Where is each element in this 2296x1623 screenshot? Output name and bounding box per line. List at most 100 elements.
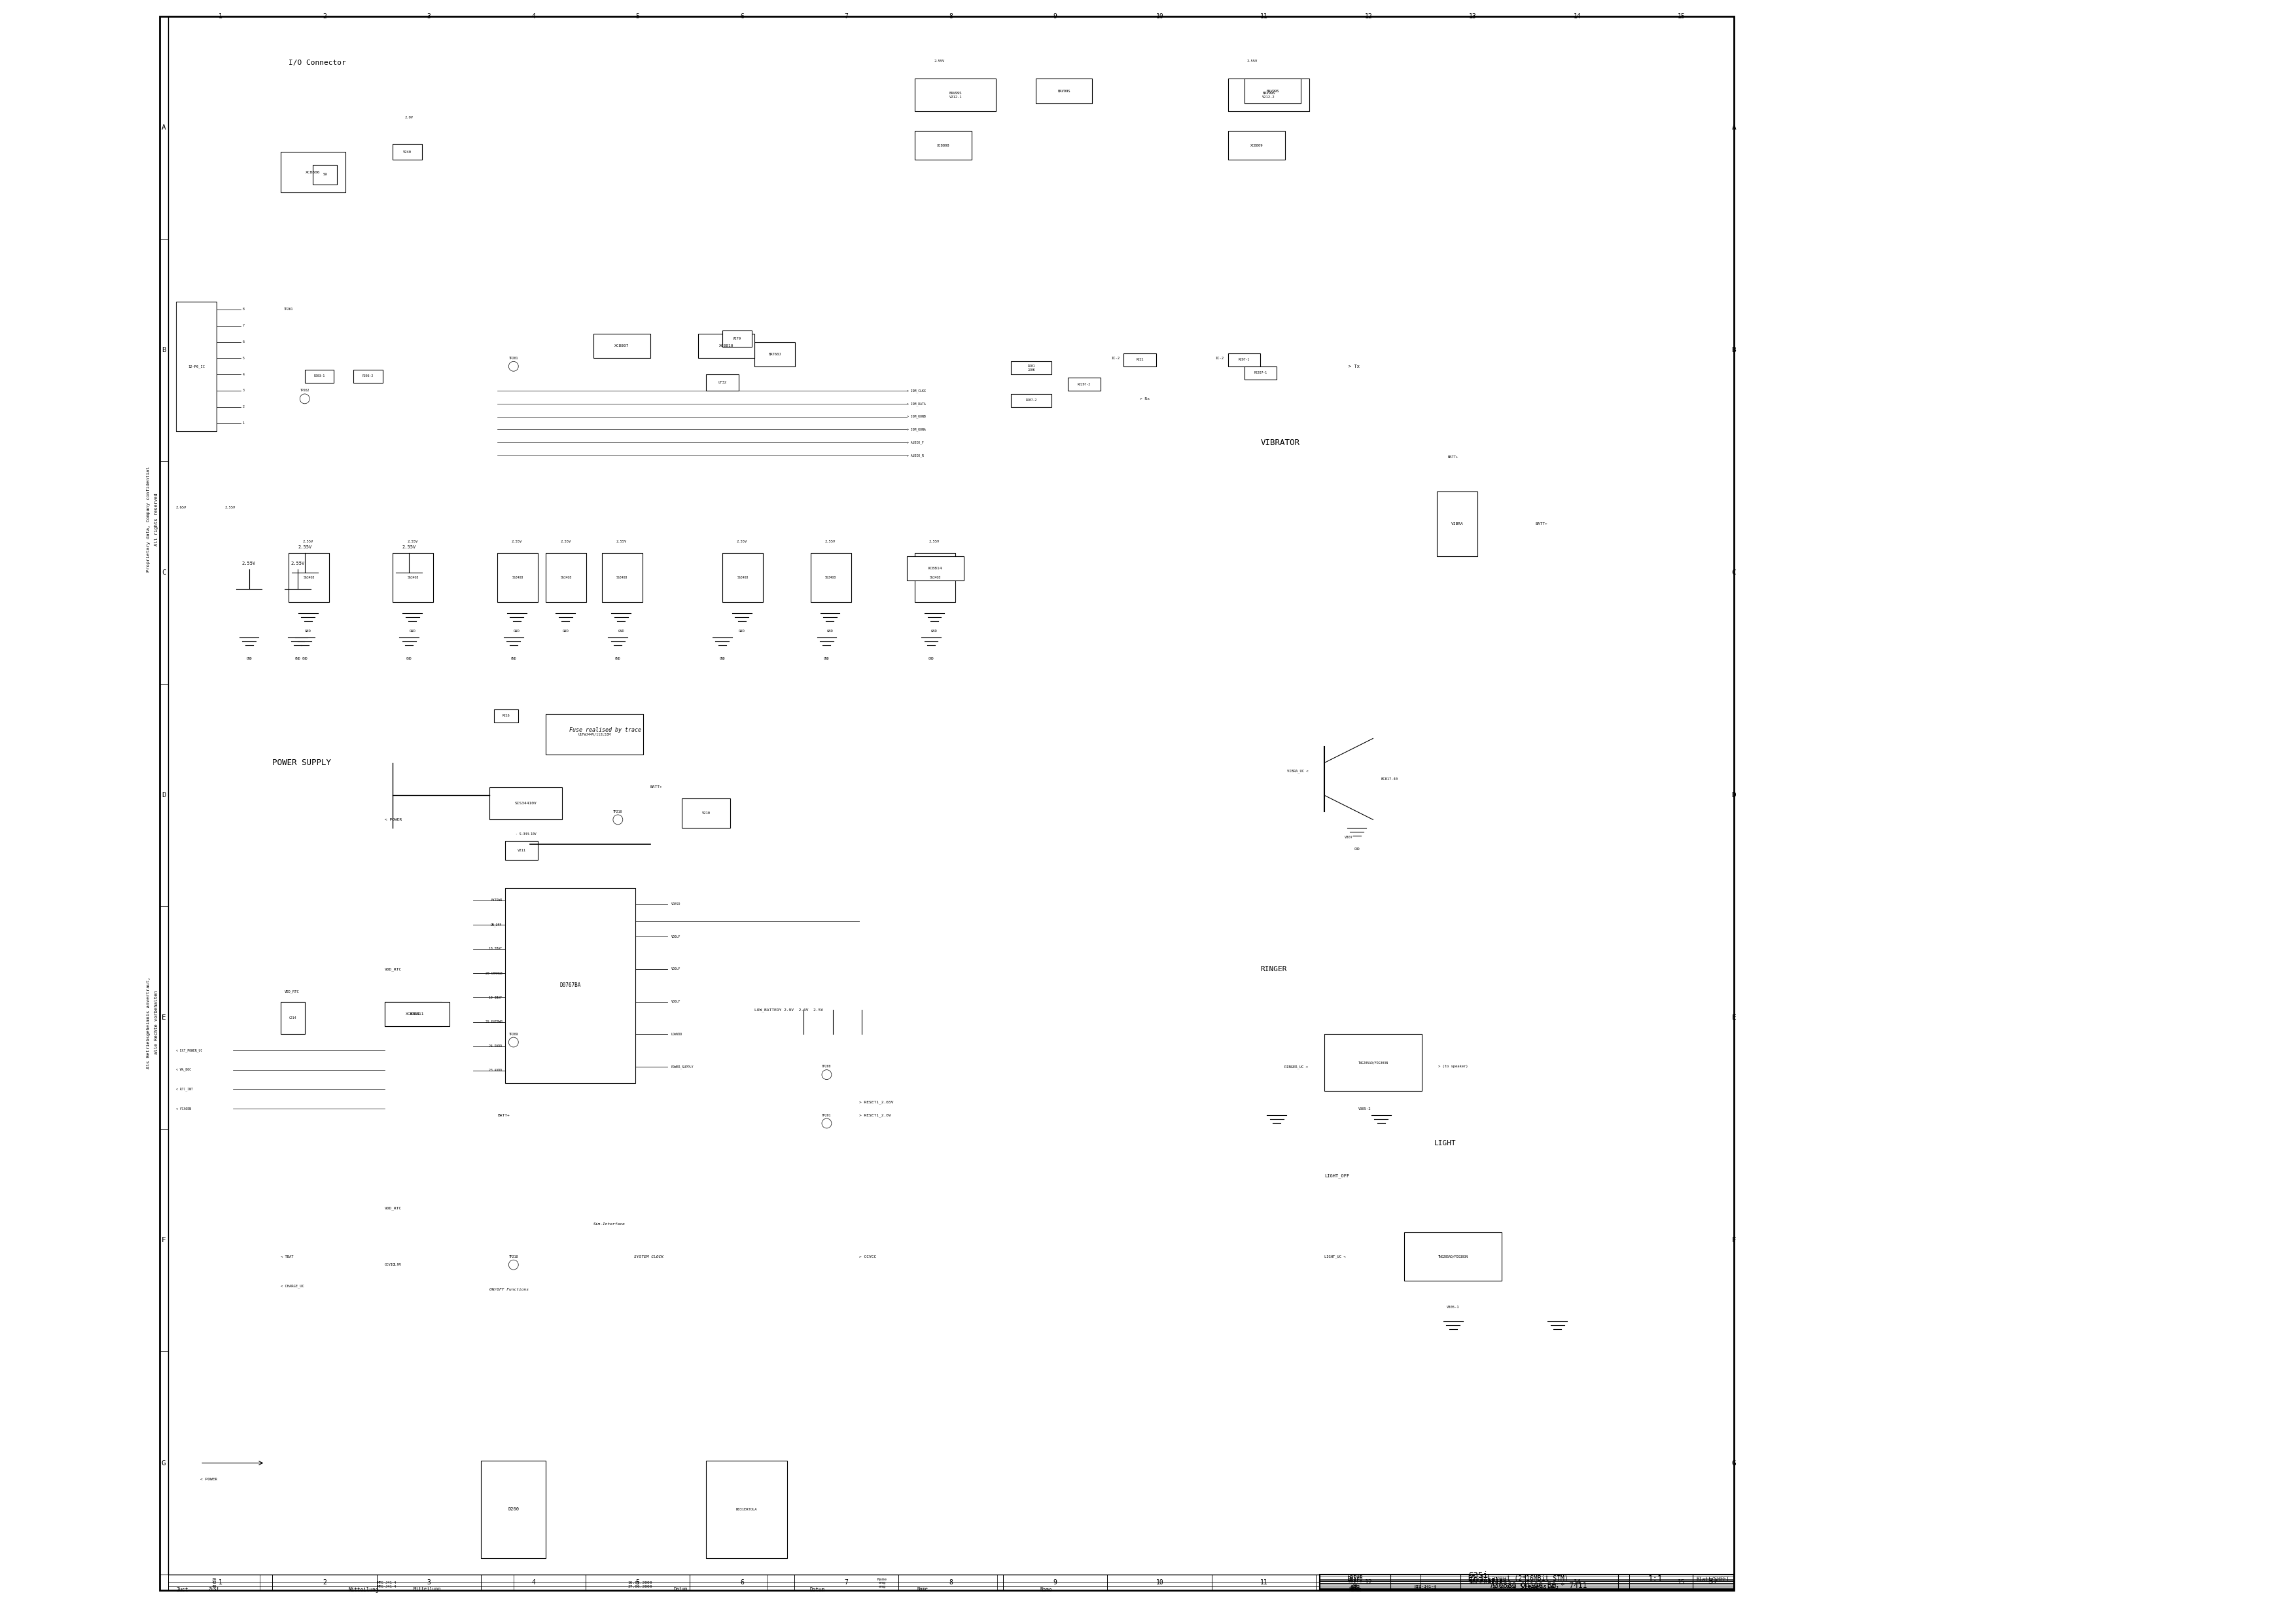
Text: 27.06.2000: 27.06.2000 <box>629 1584 652 1589</box>
Text: B: B <box>161 347 165 354</box>
Text: F: F <box>161 1237 165 1243</box>
Bar <box>546 553 585 602</box>
Bar <box>386 1001 450 1026</box>
Text: POWER_SUPPLY: POWER_SUPPLY <box>670 1065 693 1068</box>
Text: 8: 8 <box>948 1579 953 1586</box>
Text: GND: GND <box>827 630 833 633</box>
Text: 2.55V: 2.55V <box>402 545 416 549</box>
Text: D200: D200 <box>507 1508 519 1511</box>
Text: V305-2: V305-2 <box>1359 1107 1371 1110</box>
Text: POWER SUPPLY: POWER SUPPLY <box>273 758 331 768</box>
Text: R2207-2: R2207-2 <box>1077 383 1091 386</box>
Text: 26: 26 <box>1352 1587 1357 1591</box>
Text: G: G <box>161 1459 165 1466</box>
Text: B: B <box>1731 347 1736 354</box>
Text: XC8808: XC8808 <box>937 144 951 148</box>
Text: > RESET1_2.0V: > RESET1_2.0V <box>859 1113 891 1117</box>
Text: CCVIO: CCVIO <box>386 1263 395 1266</box>
Text: < CHARGE_UC: < CHARGE_UC <box>280 1284 303 1287</box>
Text: TP201: TP201 <box>510 357 519 360</box>
Text: < POWER: < POWER <box>386 818 402 821</box>
Text: > CCVCC: > CCVCC <box>859 1255 877 1258</box>
Text: > RESET1_2.65V: > RESET1_2.65V <box>859 1100 893 1104</box>
Text: I/O Connector: I/O Connector <box>289 60 347 67</box>
Text: 2.55V: 2.55V <box>824 540 836 544</box>
Text: TP201: TP201 <box>822 1113 831 1117</box>
Text: SIS34410V: SIS34410V <box>514 802 537 805</box>
Text: GND: GND <box>246 657 253 661</box>
Text: SS34O8: SS34O8 <box>824 576 836 579</box>
Text: XC8811: XC8811 <box>406 1013 420 1016</box>
Text: LIGHT: LIGHT <box>1435 1139 1456 1146</box>
Text: > AUDIO_R: > AUDIO_R <box>907 454 923 458</box>
Text: GND: GND <box>739 630 744 633</box>
Text: 16.05.2000: 16.05.2000 <box>629 1581 652 1584</box>
Text: Bearb: Bearb <box>1348 1576 1364 1582</box>
Text: B2.3 Layout (2*16MBit STM): B2.3 Layout (2*16MBit STM) <box>1469 1574 1568 1581</box>
Text: SCHEMATIC: SCHEMATIC <box>1469 1579 1504 1586</box>
Text: 7: 7 <box>845 13 847 19</box>
Text: 11: 11 <box>1261 1579 1267 1586</box>
Text: < VCXOEN: < VCXOEN <box>177 1107 191 1110</box>
Text: D031ERTOLA: D031ERTOLA <box>737 1508 758 1511</box>
Bar <box>595 334 650 359</box>
Text: 13: 13 <box>1469 13 1476 19</box>
Text: TP200: TP200 <box>822 1065 831 1068</box>
Bar <box>1228 131 1286 161</box>
Bar <box>914 553 955 602</box>
Text: All rights reserved: All rights reserved <box>154 493 158 545</box>
Text: Siemens AG: Siemens AG <box>1525 1586 1552 1591</box>
Text: 20 CHARGE: 20 CHARGE <box>484 972 503 975</box>
Text: VIBRATOR: VIBRATOR <box>1261 438 1300 446</box>
Bar <box>354 370 383 383</box>
Text: Zust: Zust <box>177 1587 188 1592</box>
Bar <box>312 166 338 185</box>
Text: TNG205AD/FDG303N: TNG205AD/FDG303N <box>1357 1061 1389 1065</box>
Text: 2: 2 <box>321 13 326 19</box>
Text: GND: GND <box>932 630 937 633</box>
Text: 15: 15 <box>1678 13 1685 19</box>
Text: G: G <box>1731 1459 1736 1466</box>
Text: GND: GND <box>618 630 625 633</box>
Bar <box>1228 80 1309 112</box>
Text: 3+: 3+ <box>1708 1578 1717 1586</box>
Text: C: C <box>1731 570 1736 576</box>
Bar <box>505 888 636 1083</box>
Text: 4: 4 <box>530 1579 535 1586</box>
Text: 11: 11 <box>1261 13 1267 19</box>
Bar <box>707 1461 788 1558</box>
Text: D0767BA: D0767BA <box>560 982 581 988</box>
Text: 2.55V: 2.55V <box>225 506 234 510</box>
Bar <box>482 1461 546 1558</box>
Text: XC8811: XC8811 <box>411 1013 425 1016</box>
Text: Name: Name <box>1348 1587 1362 1592</box>
Text: 19 IBAT: 19 IBAT <box>489 997 503 1000</box>
Text: Name: Name <box>1040 1587 1052 1592</box>
Text: 42: 42 <box>211 1581 216 1584</box>
Text: ON_OFF: ON_OFF <box>491 923 503 927</box>
Text: TP209: TP209 <box>510 1032 519 1035</box>
Text: A: A <box>1731 125 1736 131</box>
Text: 25 EXTPWR: 25 EXTPWR <box>484 1021 503 1024</box>
Text: 2.55V: 2.55V <box>934 60 944 63</box>
Text: BAV99S: BAV99S <box>1058 89 1070 93</box>
Bar <box>682 799 730 828</box>
Text: TP218: TP218 <box>510 1255 519 1258</box>
Text: BAV99S
V212-1: BAV99S V212-1 <box>948 91 962 99</box>
Text: > Rx: > Rx <box>1139 398 1150 401</box>
Text: 3: 3 <box>427 1579 432 1586</box>
Text: GND: GND <box>1355 847 1359 850</box>
Text: 13: 13 <box>1469 1579 1476 1586</box>
Text: SS34O8: SS34O8 <box>406 576 418 579</box>
Text: GND: GND <box>409 630 416 633</box>
Text: A30880-Q4100-B8-*-7411: A30880-Q4100-B8-*-7411 <box>1490 1582 1589 1589</box>
Text: GND: GND <box>563 630 569 633</box>
Text: U1FWJ44V/112L53M: U1FWJ44V/112L53M <box>579 732 611 737</box>
Text: 2.55V: 2.55V <box>241 562 255 565</box>
Bar <box>723 331 751 347</box>
Text: VDD_RTC: VDD_RTC <box>386 967 402 971</box>
Text: 2: 2 <box>321 1579 326 1586</box>
Bar <box>1320 1574 1733 1591</box>
Text: SS34O8: SS34O8 <box>303 576 315 579</box>
Text: > IOM_CLKX: > IOM_CLKX <box>907 390 925 393</box>
